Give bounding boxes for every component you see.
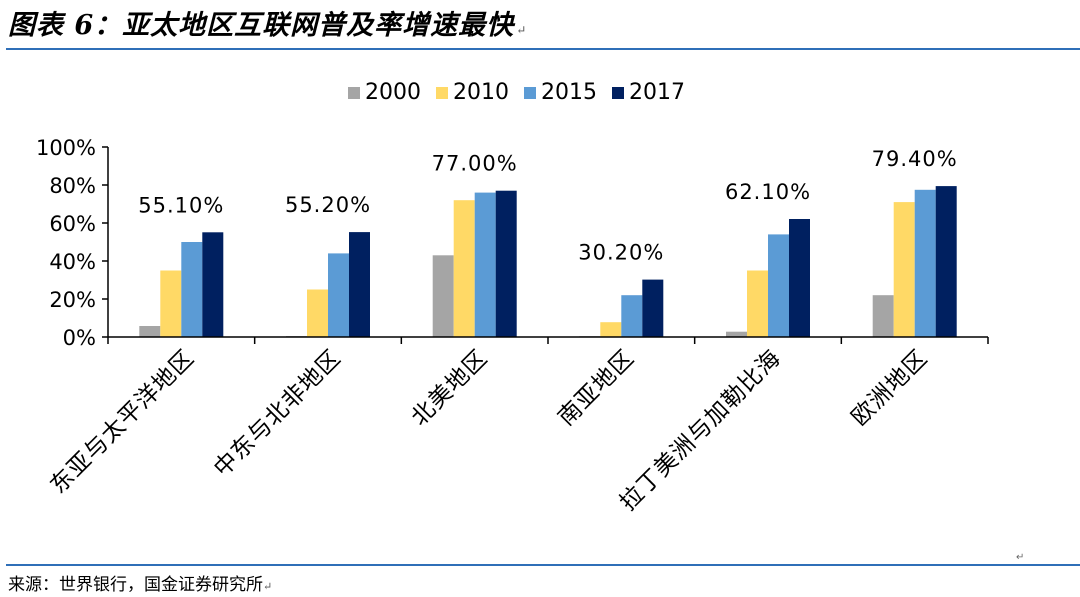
bar-2017-1 <box>202 232 224 337</box>
bar-2010-6 <box>893 202 915 337</box>
bar-2000-1 <box>139 326 161 337</box>
bar-2010-5 <box>747 270 768 337</box>
bar-2000-5 <box>726 331 747 337</box>
chart-axes: 0% 20% 40% 60% 80% 100% <box>36 136 989 350</box>
bar-2017-4 <box>642 279 664 337</box>
bar-2015-3 <box>474 192 496 337</box>
legend-label-2015: 2015 <box>541 80 597 105</box>
legend-label-2010: 2010 <box>453 80 509 105</box>
category-label-2: 中东与北非地区 <box>209 345 346 482</box>
legend-label-2000: 2000 <box>365 80 421 105</box>
y-tick-label-20: 20% <box>49 288 96 312</box>
bar-2015-4 <box>621 295 643 337</box>
chart-bars <box>139 186 957 338</box>
y-tick-label-0: 0% <box>63 326 96 350</box>
legend-swatch-2015 <box>524 87 536 99</box>
title-divider <box>6 48 1080 50</box>
figure-title: 图表 6：亚太地区互联网普及率增速最快 ↵ <box>8 6 527 46</box>
bar-2017-5 <box>789 219 810 337</box>
y-tick-label-80: 80% <box>49 174 96 198</box>
figure-title-text: 图表 6：亚太地区互联网普及率增速最快 <box>8 10 515 41</box>
bar-2015-2 <box>328 253 349 337</box>
category-label-6: 欧洲地区 <box>847 345 933 431</box>
category-label-5: 拉丁美洲与加勒比海 <box>615 345 786 516</box>
source-return-mark: ↵ <box>263 580 273 593</box>
bar-2017-2 <box>349 232 370 337</box>
legend-swatch-2017 <box>612 87 624 99</box>
y-tick-label-40: 40% <box>49 250 96 274</box>
bar-2000-6 <box>872 295 894 337</box>
chart-data-labels: 55.10% 55.20% 77.00% 30.20% 62.10% 79.40% <box>138 147 958 265</box>
bar-chart: 2000 2010 2015 2017 55.10% 55.20% 77.00% 30.20… <box>36 80 989 516</box>
data-label-3: 77.00% <box>432 152 518 176</box>
data-label-4: 30.20% <box>578 241 664 265</box>
data-label-2: 55.20% <box>285 193 371 217</box>
data-label-6: 79.40% <box>872 147 958 171</box>
y-tick-label-60: 60% <box>49 212 96 236</box>
bar-2010-3 <box>453 200 475 337</box>
data-label-1: 55.10% <box>138 193 224 217</box>
data-label-5: 62.10% <box>725 180 811 204</box>
bar-2010-2 <box>307 289 328 337</box>
source-note: 来源：世界银行，国金证券研究所↵ <box>8 570 272 595</box>
category-label-4: 南亚地区 <box>553 345 639 431</box>
y-tick-label-100: 100% <box>36 136 96 160</box>
side-return-mark: ↵ <box>1016 552 1025 563</box>
bar-2017-6 <box>935 186 957 337</box>
category-label-3: 北美地区 <box>407 345 493 431</box>
source-note-text: 来源：世界银行，国金证券研究所 <box>8 575 263 595</box>
bar-2015-6 <box>914 189 936 338</box>
title-return-mark: ↵ <box>516 23 528 37</box>
category-label-1: 东亚与太平洋地区 <box>45 345 199 499</box>
bar-2010-1 <box>160 270 182 337</box>
source-divider <box>6 564 1080 566</box>
legend-label-2017: 2017 <box>629 80 685 105</box>
chart-legend: 2000 2010 2015 2017 <box>348 80 685 105</box>
bar-2017-3 <box>495 190 517 337</box>
bar-2015-5 <box>768 234 789 337</box>
bar-2010-4 <box>600 322 622 337</box>
bar-2000-3 <box>432 255 454 337</box>
legend-swatch-2010 <box>436 87 448 99</box>
legend-swatch-2000 <box>348 87 360 99</box>
bar-2015-1 <box>181 242 203 337</box>
